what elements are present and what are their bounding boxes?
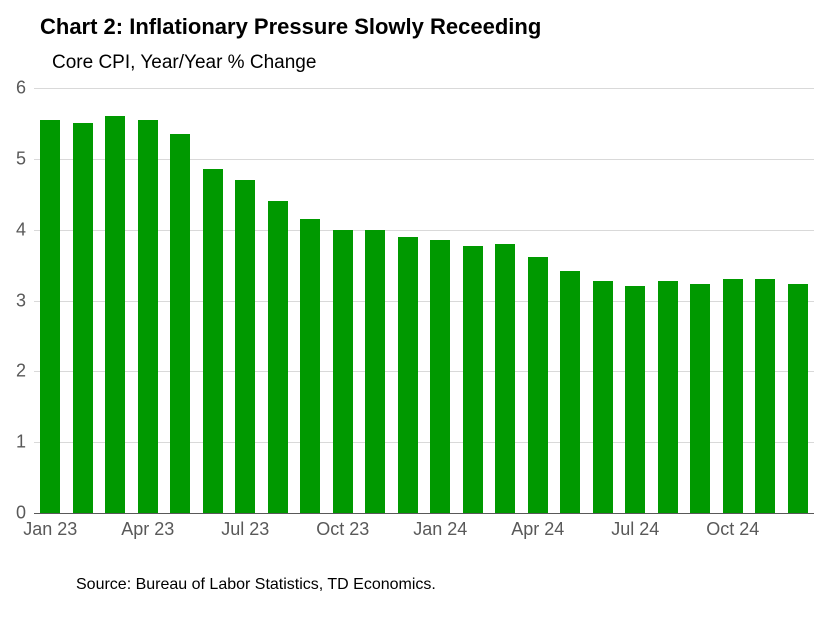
y-tick-label: 6 <box>16 78 26 99</box>
chart-title: Chart 2: Inflationary Pressure Slowly Re… <box>40 14 541 40</box>
x-tick-label: Jan 23 <box>23 519 77 540</box>
bar <box>593 281 613 513</box>
x-axis-line <box>34 513 814 514</box>
bar <box>203 169 223 513</box>
bar <box>560 271 580 513</box>
bar <box>40 120 60 513</box>
bar <box>268 201 288 513</box>
y-tick-label: 1 <box>16 432 26 453</box>
bar <box>625 286 645 513</box>
chart-subtitle: Core CPI, Year/Year % Change <box>52 52 316 74</box>
chart-source: Source: Bureau of Labor Statistics, TD E… <box>76 576 436 594</box>
x-tick-label: Apr 23 <box>121 519 174 540</box>
bar <box>528 257 548 513</box>
bar <box>365 230 385 513</box>
bar <box>495 244 515 513</box>
chart-plot-area: 0123456Jan 23Apr 23Jul 23Oct 23Jan 24Apr… <box>34 88 814 513</box>
bar <box>430 240 450 513</box>
bar <box>138 120 158 513</box>
bar <box>73 123 93 513</box>
y-tick-label: 2 <box>16 361 26 382</box>
bar <box>658 281 678 513</box>
bar <box>333 230 353 513</box>
bar <box>300 219 320 513</box>
x-tick-label: Apr 24 <box>511 519 564 540</box>
x-tick-label: Oct 23 <box>316 519 369 540</box>
bar <box>788 284 808 513</box>
bar <box>170 134 190 513</box>
x-tick-label: Oct 24 <box>706 519 759 540</box>
bar <box>690 284 710 513</box>
x-tick-label: Jul 23 <box>221 519 269 540</box>
bar <box>105 116 125 513</box>
x-tick-label: Jan 24 <box>413 519 467 540</box>
bar <box>463 246 483 513</box>
y-tick-label: 4 <box>16 219 26 240</box>
x-tick-label: Jul 24 <box>611 519 659 540</box>
y-tick-label: 5 <box>16 148 26 169</box>
bar <box>755 279 775 513</box>
y-tick-label: 3 <box>16 290 26 311</box>
gridline <box>34 88 814 89</box>
bar <box>235 180 255 513</box>
bar <box>398 237 418 513</box>
bar <box>723 279 743 513</box>
